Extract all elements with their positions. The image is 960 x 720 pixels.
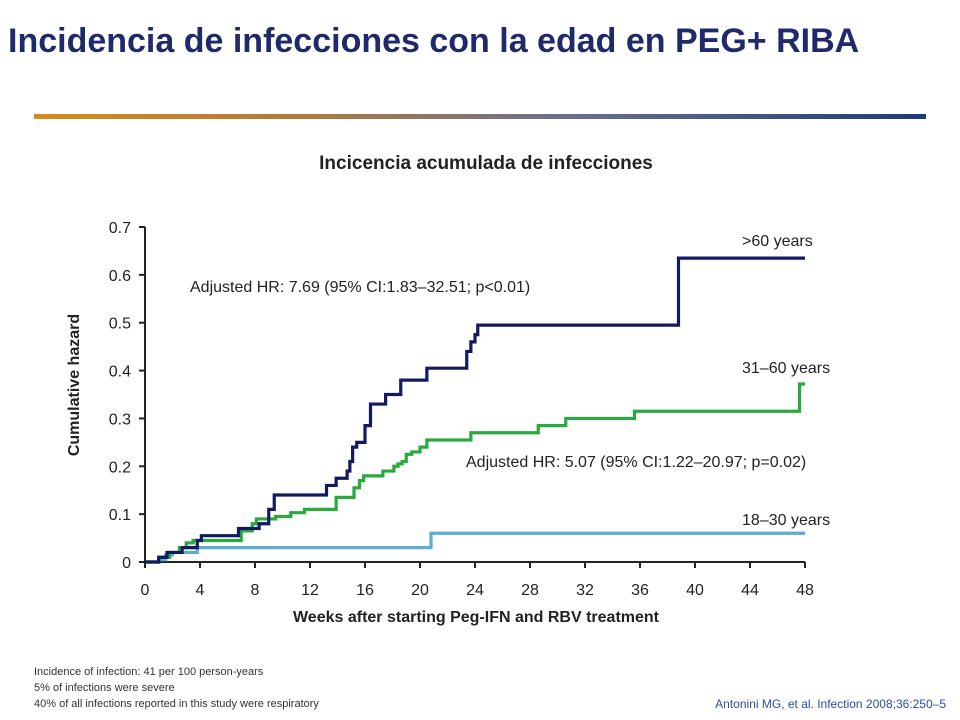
y-axis-label: Cumulative hazard [66,314,83,456]
y-tick-label: 0.7 [109,220,131,237]
footnote-severe: 5% of infections were severe [34,682,175,694]
series-layer [145,256,805,564]
x-tick-label: 36 [631,582,649,599]
y-tick-label: 0.4 [109,364,131,381]
y-tick-label: 0.3 [109,411,131,428]
hr-annotation-31to60: Adjusted HR: 5.07 (95% CI:1.22–20.97; p=… [466,454,806,471]
x-tick-label: 16 [356,582,374,599]
y-tick-label: 0.1 [109,507,131,524]
y-tick-label: 0.5 [109,316,131,333]
series-18to30-line [145,531,805,564]
x-tick-label: 8 [251,582,260,599]
legend-gt60: >60 years [742,233,813,250]
x-tick-label: 28 [521,582,539,599]
x-axis-label: Weeks after starting Peg-IFN and RBV tre… [293,609,660,626]
citation: Antonini MG, et al. Infection 2008;36:25… [715,697,946,711]
chart-title: Incicencia acumulada de infecciones [319,153,653,174]
x-tick-label: 4 [196,582,205,599]
legend-18to30: 18–30 years [742,512,830,529]
y-tick-label: 0.6 [109,268,131,285]
x-tick-label: 12 [301,582,319,599]
series-gt60-line [145,256,805,564]
series-31to60-line [145,382,805,564]
x-tick-label: 32 [576,582,594,599]
x-tick-label: 20 [411,582,429,599]
x-tick-label: 48 [796,582,814,599]
y-tick-label: 0 [122,555,131,572]
x-tick-label: 24 [466,582,484,599]
hr-annotation-gt60: Adjusted HR: 7.69 (95% CI:1.83–32.51; p<… [190,279,530,296]
footnote-incidence: Incidence of infection: 41 per 100 perso… [34,666,264,678]
legend-31to60: 31–60 years [742,360,830,377]
slide-title: Incidencia de infecciones con la edad en… [8,22,860,60]
y-tick-label: 0.2 [109,459,131,476]
x-tick-label: 40 [686,582,704,599]
footnote-respiratory: 40% of all infections reported in this s… [34,698,319,710]
x-tick-label: 44 [741,582,759,599]
title-divider [34,114,926,119]
chart-axes: 00.10.20.30.40.50.60.70 4 8 12 16 20 24 28 32 36 4… [109,220,814,599]
x-tick-label: 0 [141,582,150,599]
